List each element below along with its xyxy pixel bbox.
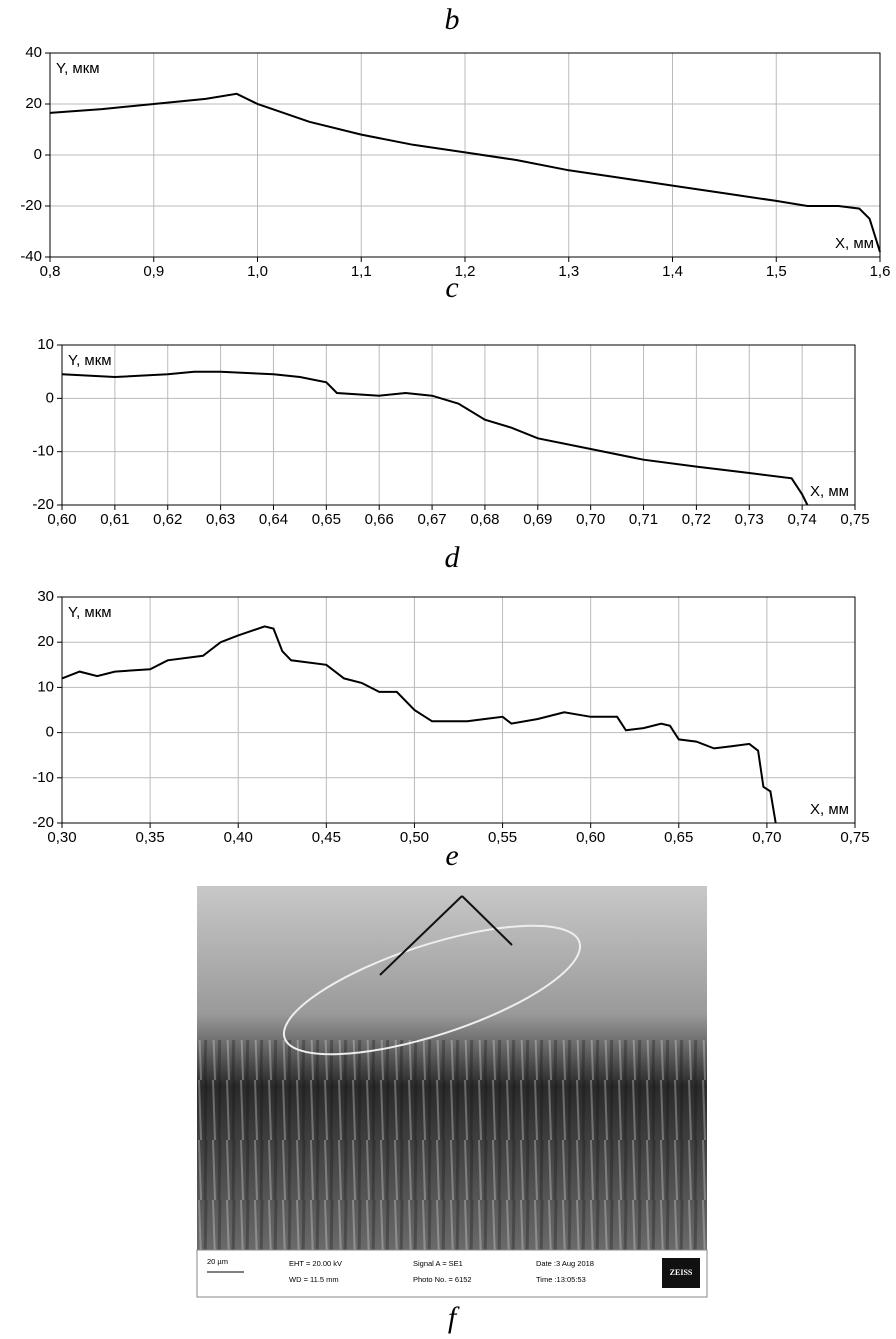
x-tick-label: 0,65	[312, 511, 341, 528]
y-tick-label: 40	[25, 44, 42, 61]
x-tick-label: 1,0	[247, 263, 268, 280]
x-tick-label: 1,2	[455, 263, 476, 280]
x-tick-label: 0,61	[100, 511, 129, 528]
x-tick-label: 0,35	[136, 829, 165, 846]
panel-label: f	[448, 1301, 460, 1334]
x-tick-label: 0,70	[752, 829, 781, 846]
x-tick-label: 1,6	[870, 263, 891, 280]
x-tick-label: 0,30	[47, 829, 76, 846]
x-axis-label: X, мм	[810, 483, 849, 500]
info-text: WD = 11.5 mm	[289, 1275, 339, 1284]
x-tick-label: 0,9	[143, 263, 164, 280]
panel-label: c	[445, 271, 458, 304]
y-axis-label: Y, мкм	[68, 604, 112, 621]
y-tick-label: -10	[32, 769, 54, 786]
y-tick-label: -20	[32, 814, 54, 831]
x-tick-label: 0,67	[417, 511, 446, 528]
info-bar	[196, 1249, 708, 1298]
y-tick-label: 0	[34, 146, 42, 163]
logo-box	[662, 1258, 700, 1288]
x-tick-label: 0,71	[629, 511, 658, 528]
info-text: Photo No. = 6152	[413, 1275, 472, 1284]
panel-label: d	[445, 541, 461, 574]
info-text: Time :13:05:53	[536, 1275, 586, 1284]
x-tick-label: 0,40	[224, 829, 253, 846]
y-axis-label: Y, мкм	[68, 352, 112, 369]
x-axis-label: X, мм	[835, 235, 874, 252]
x-tick-label: 0,63	[206, 511, 235, 528]
x-tick-label: 0,70	[576, 511, 605, 528]
x-tick-label: 0,64	[259, 511, 288, 528]
x-tick-label: 1,5	[766, 263, 787, 280]
x-tick-label: 1,4	[662, 263, 683, 280]
info-text: Signal A = SE1	[413, 1259, 463, 1268]
highlight-ellipse	[282, 924, 582, 1056]
scale-label: 20 µm	[207, 1257, 228, 1266]
sem-texture	[197, 1040, 707, 1250]
x-tick-label: 0,73	[735, 511, 764, 528]
data-line	[49, 92, 881, 253]
y-tick-label: 10	[37, 336, 54, 353]
y-tick-label: 20	[37, 633, 54, 650]
y-tick-label: -40	[20, 248, 42, 265]
x-tick-label: 0,69	[523, 511, 552, 528]
panel-label: e	[445, 839, 458, 872]
sem-image: 20 µm EHT = 20.00 kV WD = 11.5 mm Signal…	[196, 886, 708, 1298]
x-tick-label: 0,68	[470, 511, 499, 528]
y-tick-label: 30	[37, 588, 54, 605]
arrow	[461, 895, 513, 946]
x-axis-label: X, мм	[810, 801, 849, 818]
x-tick-label: 0,55	[488, 829, 517, 846]
data-line	[61, 370, 809, 506]
y-tick-label: -20	[32, 496, 54, 513]
plot-frame	[61, 344, 856, 506]
x-tick-label: 0,74	[788, 511, 817, 528]
info-text: Date :3 Aug 2018	[536, 1259, 594, 1268]
info-text: EHT = 20.00 kV	[289, 1259, 342, 1268]
y-tick-label: 0	[46, 389, 54, 406]
y-tick-label: -10	[32, 443, 54, 460]
x-tick-label: 0,60	[576, 829, 605, 846]
data-line	[61, 625, 777, 824]
x-tick-label: 0,60	[47, 511, 76, 528]
arrow	[379, 895, 463, 976]
y-tick-label: 0	[46, 724, 54, 741]
y-axis-label: Y, мкм	[56, 60, 100, 77]
y-tick-label: 10	[37, 678, 54, 695]
x-tick-label: 1,1	[351, 263, 372, 280]
x-tick-label: 1,3	[558, 263, 579, 280]
x-tick-label: 0,75	[840, 829, 869, 846]
logo: ZEISS	[670, 1268, 693, 1277]
panel-label: b	[445, 3, 460, 36]
y-tick-label: -20	[20, 197, 42, 214]
x-tick-label: 0,66	[365, 511, 394, 528]
x-tick-label: 0,62	[153, 511, 182, 528]
x-tick-label: 0,50	[400, 829, 429, 846]
x-tick-label: 0,8	[40, 263, 61, 280]
x-tick-label: 0,65	[664, 829, 693, 846]
y-tick-label: 20	[25, 95, 42, 112]
plot-frame	[61, 596, 856, 824]
x-tick-label: 0,72	[682, 511, 711, 528]
plot-frame	[49, 52, 881, 258]
x-tick-label: 0,75	[840, 511, 869, 528]
x-tick-label: 0,45	[312, 829, 341, 846]
